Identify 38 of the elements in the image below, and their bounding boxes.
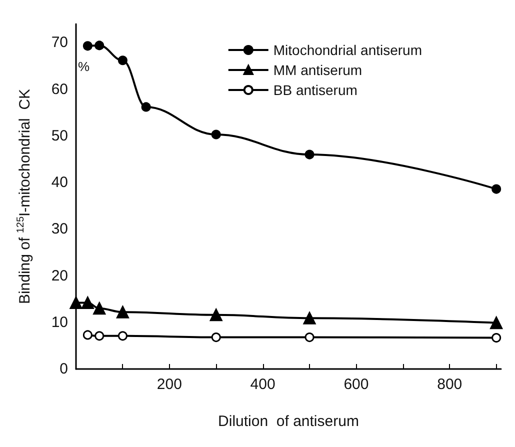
y-tick-label: 30: [51, 220, 68, 238]
legend-label: Mitochondrial antiserum: [273, 42, 422, 58]
x-tick-label: 200: [156, 376, 182, 393]
legend-label: BB antiserum: [273, 82, 358, 98]
point: [116, 306, 129, 318]
point: [118, 56, 128, 66]
point: [304, 332, 314, 342]
point: [118, 331, 128, 341]
y-tick-label: 70: [51, 34, 68, 52]
y-tick-label: 60: [51, 80, 68, 98]
x-tick-label: 400: [250, 376, 276, 393]
point: [303, 312, 316, 324]
y-tick-label: 50: [51, 127, 68, 144]
legend-label: MM antiserum: [273, 62, 362, 78]
y-tick-label: 0: [60, 360, 68, 378]
point: [82, 330, 92, 340]
point: [210, 308, 222, 322]
point: [211, 130, 221, 140]
point: [81, 296, 94, 310]
point: [211, 332, 221, 342]
x-axis-title: Dilution of antiserum: [218, 413, 359, 430]
y-tick-label: 40: [51, 174, 68, 192]
x-tick-label: 600: [344, 376, 369, 393]
point: [492, 184, 502, 194]
point: [93, 302, 106, 315]
point: [492, 333, 502, 343]
annotation: %: [78, 59, 90, 74]
point: [304, 150, 314, 160]
point: [82, 41, 92, 51]
point: [141, 102, 151, 112]
point: [94, 40, 104, 50]
point: [490, 316, 503, 330]
x-tick-label: 800: [437, 376, 462, 393]
y-tick-label: 20: [51, 267, 68, 284]
y-tick-label: 10: [51, 314, 68, 331]
y-axis-title: Binding of 125I-mitochondrial CK: [16, 88, 34, 304]
point: [70, 296, 82, 310]
point: [94, 331, 104, 341]
